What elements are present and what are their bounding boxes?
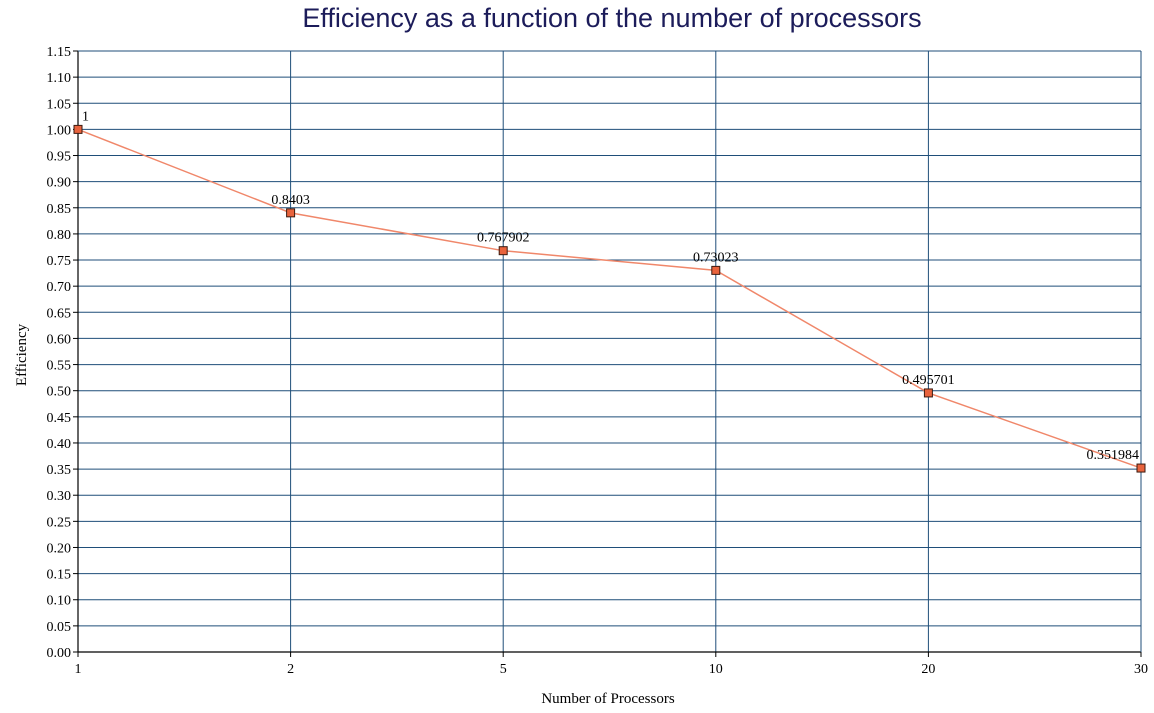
y-tick-label: 0.40 — [47, 437, 72, 452]
data-point-marker — [1136, 463, 1146, 473]
data-point-marker — [73, 124, 83, 134]
x-tick-label: 20 — [921, 662, 935, 677]
y-tick-label: 0.65 — [47, 306, 72, 321]
y-tick-label: 0.90 — [47, 176, 72, 191]
axes — [73, 50, 1142, 657]
data-label: 0.351984 — [1087, 448, 1140, 463]
y-tick-label: 0.15 — [47, 568, 72, 583]
series-lines — [77, 128, 1142, 469]
data-label: 1 — [82, 109, 89, 124]
y-tick-label: 0.30 — [47, 489, 72, 504]
data-label: 0.8403 — [271, 193, 310, 208]
y-tick-label: 0.75 — [47, 254, 72, 269]
y-tick-label: 0.25 — [47, 515, 72, 530]
x-tick-label: 1 — [75, 662, 82, 677]
series-line — [77, 128, 1142, 469]
y-tick-label: 0.35 — [47, 463, 72, 478]
y-tick-label: 0.60 — [47, 332, 72, 347]
y-tick-label: 1.00 — [47, 123, 72, 138]
data-point-marker — [923, 388, 933, 398]
data-markers — [73, 124, 1146, 473]
y-axis-label: Efficiency — [14, 323, 30, 386]
x-tick-label: 5 — [500, 662, 507, 677]
y-tick-label: 0.95 — [47, 150, 72, 165]
y-tick-label: 0.70 — [47, 280, 72, 295]
grid — [77, 50, 1142, 653]
y-tick-label: 0.00 — [47, 646, 72, 661]
y-tick-labels: 0.00 0.05 0.10 0.15 0.20 0.25 0.30 0.35 0.40 0.45… — [47, 45, 72, 661]
y-tick-label: 0.80 — [47, 228, 72, 243]
chart-title: Efficiency as a function of the number o… — [302, 3, 921, 33]
y-tick-label: 0.50 — [47, 385, 72, 400]
data-point-marker — [498, 246, 508, 256]
y-tick-label: 0.45 — [47, 411, 72, 426]
y-tick-label: 1.05 — [47, 97, 72, 112]
x-tick-label: 10 — [709, 662, 723, 677]
y-tick-label: 0.20 — [47, 541, 72, 556]
data-label: 0.73023 — [693, 250, 739, 265]
x-tick-labels: 1 2 5 10 20 30 — [75, 662, 1149, 677]
y-tick-label: 0.10 — [47, 594, 72, 609]
x-tick-label: 2 — [287, 662, 294, 677]
data-point-marker — [286, 208, 296, 218]
y-tick-label: 0.85 — [47, 202, 72, 217]
y-tick-label: 1.10 — [47, 71, 72, 86]
data-labels: 1 0.8403 0.767902 0.73023 0.495701 0.351984 — [82, 109, 1139, 463]
y-tick-label: 1.15 — [47, 45, 72, 60]
data-label: 0.767902 — [477, 231, 530, 246]
y-tick-label: 0.05 — [47, 620, 72, 635]
data-label: 0.495701 — [902, 373, 955, 388]
x-axis-label: Number of Processors — [541, 691, 674, 707]
y-tick-label: 0.55 — [47, 359, 72, 374]
x-tick-label: 30 — [1134, 662, 1148, 677]
data-point-marker — [711, 265, 721, 275]
